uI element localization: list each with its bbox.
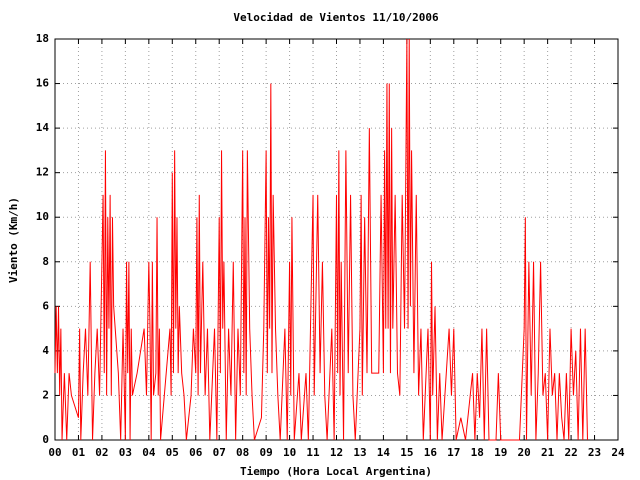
x-tick-label: 08 [236,446,249,459]
x-tick-label: 10 [283,446,296,459]
y-tick-label: 6 [42,299,49,312]
y-tick-label: 0 [42,433,49,446]
y-tick-label: 8 [42,255,49,268]
y-tick-label: 4 [42,344,49,357]
x-tick-label: 05 [166,446,179,459]
y-tick-label: 2 [42,388,49,401]
x-tick-label: 11 [306,446,320,459]
x-tick-label: 02 [95,446,108,459]
x-tick-label: 23 [588,446,601,459]
x-tick-label: 22 [564,446,577,459]
x-tick-label: 03 [119,446,132,459]
x-tick-label: 07 [213,446,226,459]
x-axis-label: Tiempo (Hora Local Argentina) [240,465,432,478]
plot-frame [54,38,619,441]
data-line [54,38,588,441]
x-tick-label: 13 [353,446,366,459]
x-tick-label: 19 [494,446,507,459]
y-tick-label: 18 [36,32,49,45]
x-tick-label: 16 [424,446,438,459]
x-tick-label: 06 [189,446,203,459]
x-tick-label: 24 [611,446,625,459]
x-tick-label: 00 [48,446,61,459]
x-tick-label: 17 [447,446,460,459]
y-tick-label: 14 [36,121,50,134]
x-tick-label: 14 [377,446,391,459]
x-tick-label: 01 [72,446,86,459]
x-tick-label: 04 [142,446,156,459]
x-tick-label: 20 [518,446,531,459]
x-tick-label: 15 [400,446,413,459]
y-tick-label: 10 [36,210,49,223]
x-tick-label: 21 [541,446,555,459]
chart-title: Velocidad de Vientos 11/10/2006 [233,11,439,24]
y-tick-label: 16 [36,77,50,90]
y-axis-label: Viento (Km/h) [7,197,20,283]
y-tick-label: 12 [36,166,49,179]
x-tick-label: 12 [330,446,343,459]
x-tick-label: 18 [471,446,484,459]
x-tick-label: 09 [260,446,273,459]
